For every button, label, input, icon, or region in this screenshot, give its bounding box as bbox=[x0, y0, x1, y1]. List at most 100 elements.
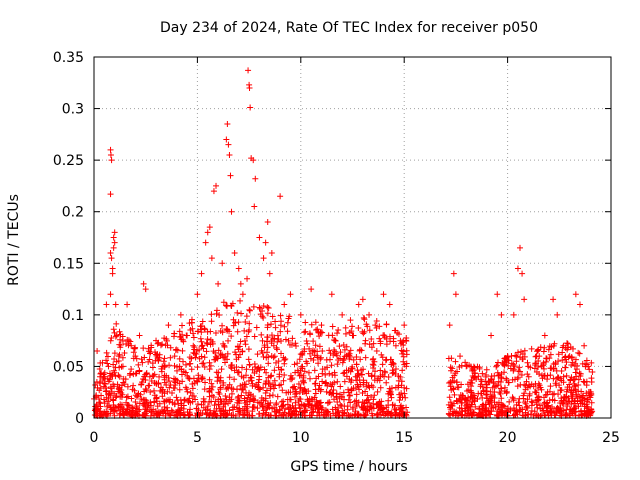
roti-point bbox=[219, 351, 226, 358]
roti-point bbox=[91, 407, 98, 414]
roti-point bbox=[241, 327, 248, 334]
roti-point bbox=[218, 366, 225, 373]
roti-point bbox=[550, 375, 557, 382]
roti-point bbox=[568, 401, 575, 408]
y-tick-label: 0.05 bbox=[53, 359, 84, 375]
roti-point bbox=[246, 84, 253, 91]
roti-point bbox=[569, 410, 576, 417]
roti-point bbox=[340, 357, 347, 364]
roti-point bbox=[235, 265, 242, 272]
roti-point bbox=[198, 329, 205, 336]
roti-point bbox=[273, 401, 280, 408]
roti-point bbox=[223, 136, 230, 143]
y-tick-label: 0.1 bbox=[62, 308, 84, 324]
roti-point bbox=[280, 398, 287, 405]
roti-point bbox=[256, 234, 263, 241]
roti-point bbox=[552, 412, 559, 419]
roti-point bbox=[510, 395, 517, 402]
roti-point bbox=[564, 384, 571, 391]
roti-point bbox=[510, 366, 517, 373]
roti-point bbox=[345, 386, 352, 393]
roti-point bbox=[215, 347, 222, 354]
roti-point bbox=[218, 398, 225, 405]
roti-point bbox=[506, 398, 513, 405]
roti-point bbox=[110, 244, 117, 251]
roti-point bbox=[278, 318, 285, 325]
roti-point bbox=[297, 351, 304, 358]
roti-point bbox=[569, 395, 576, 402]
roti-point bbox=[112, 301, 119, 308]
roti-point bbox=[462, 395, 469, 402]
roti-point bbox=[190, 330, 197, 337]
roti-point bbox=[113, 320, 120, 327]
roti-point bbox=[174, 367, 181, 374]
roti-point bbox=[250, 157, 257, 164]
roti-point bbox=[403, 347, 410, 354]
x-tick-label: 10 bbox=[292, 430, 310, 446]
roti-point bbox=[572, 408, 579, 415]
roti-point bbox=[541, 411, 548, 418]
roti-point bbox=[230, 386, 237, 393]
roti-point bbox=[504, 353, 511, 360]
roti-point bbox=[199, 375, 206, 382]
roti-point bbox=[292, 386, 299, 393]
roti-point bbox=[503, 388, 510, 395]
roti-point bbox=[269, 405, 276, 412]
roti-point bbox=[314, 348, 321, 355]
roti-point bbox=[371, 392, 378, 399]
roti-point bbox=[111, 350, 118, 357]
roti-point bbox=[448, 355, 455, 362]
roti-point bbox=[447, 399, 454, 406]
roti-point bbox=[164, 388, 171, 395]
roti-point bbox=[385, 408, 392, 415]
roti-point bbox=[521, 296, 528, 303]
roti-point bbox=[203, 348, 210, 355]
roti-point bbox=[296, 405, 303, 412]
roti-point bbox=[229, 404, 236, 411]
roti-point bbox=[358, 371, 365, 378]
roti-point bbox=[577, 397, 584, 404]
roti-point bbox=[347, 399, 354, 406]
roti-point bbox=[167, 344, 174, 351]
roti-point bbox=[349, 332, 356, 339]
roti-point bbox=[329, 323, 336, 330]
roti-point bbox=[115, 353, 122, 360]
roti-point bbox=[450, 270, 457, 277]
roti-point bbox=[555, 351, 562, 358]
roti-point bbox=[225, 141, 232, 148]
roti-point bbox=[483, 366, 490, 373]
roti-point bbox=[237, 297, 244, 304]
roti-point bbox=[494, 382, 501, 389]
roti-point bbox=[150, 406, 157, 413]
roti-point bbox=[576, 301, 583, 308]
roti-point bbox=[148, 344, 155, 351]
roti-point bbox=[108, 157, 115, 164]
roti-point bbox=[116, 373, 123, 380]
roti-point bbox=[310, 347, 317, 354]
roti-point bbox=[97, 385, 104, 392]
roti-point bbox=[544, 391, 551, 398]
roti-point bbox=[318, 409, 325, 416]
roti-point bbox=[186, 375, 193, 382]
roti-point bbox=[373, 347, 380, 354]
roti-point bbox=[322, 379, 329, 386]
roti-point bbox=[446, 394, 453, 401]
roti-point bbox=[274, 393, 281, 400]
roti-point bbox=[287, 291, 294, 298]
roti-point bbox=[262, 381, 269, 388]
roti-point bbox=[128, 366, 135, 373]
roti-point bbox=[377, 367, 384, 374]
roti-point bbox=[201, 354, 208, 361]
roti-point bbox=[213, 182, 220, 189]
roti-point bbox=[245, 392, 252, 399]
roti-point bbox=[562, 394, 569, 401]
roti-point bbox=[161, 403, 168, 410]
roti-point bbox=[150, 372, 157, 379]
roti-point bbox=[341, 353, 348, 360]
roti-point bbox=[572, 403, 579, 410]
roti-point bbox=[352, 373, 359, 380]
roti-point bbox=[572, 356, 579, 363]
roti-point bbox=[108, 385, 115, 392]
roti-point bbox=[171, 362, 178, 369]
roti-point bbox=[331, 372, 338, 379]
